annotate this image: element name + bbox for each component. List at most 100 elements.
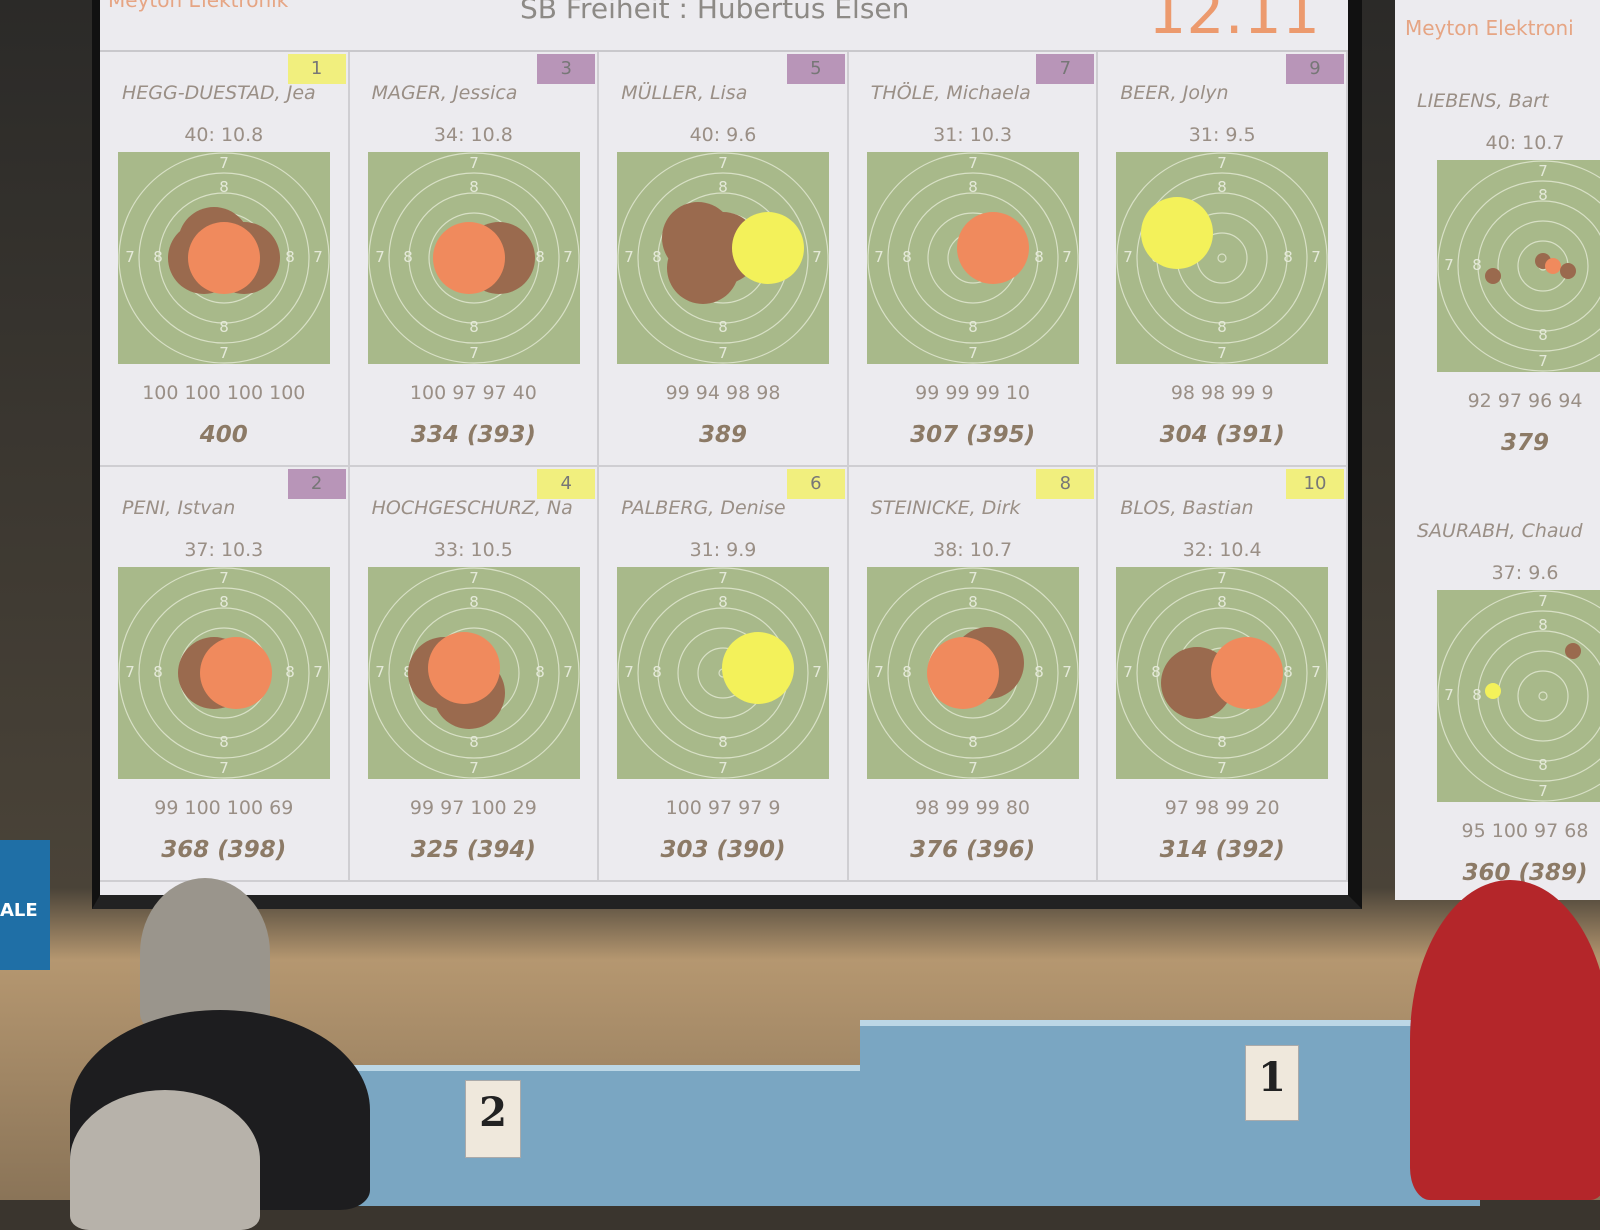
ring-label: 7 [968, 344, 978, 362]
ring-label: 8 [403, 248, 413, 266]
last-shot: 32: 10.4 [1182, 539, 1262, 561]
target-ring [617, 567, 829, 779]
clock: 12.11 [1148, 0, 1320, 48]
ring-label: 7 [1218, 154, 1228, 172]
ring-label: 7 [1062, 248, 1072, 266]
target-ring [1116, 567, 1328, 779]
ring-label: 7 [125, 663, 135, 681]
ring-label: 8 [1218, 733, 1228, 751]
shot-mark [1485, 268, 1501, 284]
lane-badge: 5 [786, 54, 845, 84]
series-scores: 98 99 99 80 [915, 797, 1030, 819]
target-ring [637, 172, 809, 344]
shooter-name: BEER, Jolyn [1120, 82, 1229, 104]
shooter-name: HEGG-DUESTAD, Jea [122, 82, 316, 104]
ring-label: 7 [313, 663, 323, 681]
total-score: 334 (393) [410, 422, 536, 448]
ring-label: 7 [313, 248, 323, 266]
ring-label: 8 [902, 663, 912, 681]
ring-label: 7 [219, 344, 229, 362]
shot-mark [1545, 258, 1561, 274]
target-ring [1538, 691, 1548, 701]
total-score: 325 (394) [410, 837, 536, 863]
ring-label: 7 [1538, 782, 1548, 800]
shot-mark [926, 637, 999, 709]
last-shot: 33: 10.5 [433, 539, 513, 561]
ring-label: 8 [968, 733, 978, 751]
ring-label: 8 [535, 663, 545, 681]
shooter-name: SAURABH, Chaud [1417, 520, 1583, 542]
ring-label: 8 [1472, 686, 1482, 704]
spectator-head [140, 878, 270, 1028]
ring-label: 7 [563, 248, 573, 266]
ring-label: 8 [902, 248, 912, 266]
target-ring [138, 587, 310, 759]
ring-label: 7 [125, 248, 135, 266]
last-shot: 31: 9.9 [689, 539, 757, 561]
ring-label: 7 [968, 154, 978, 172]
ring-label: 7 [469, 154, 479, 172]
last-shot: 31: 10.3 [933, 124, 1013, 146]
podium-second [300, 1065, 860, 1206]
last-shot: 37: 10.3 [184, 539, 264, 561]
target-ring [1217, 253, 1227, 263]
target-ring [887, 587, 1059, 759]
shot-mark [1560, 263, 1576, 279]
lane-badge: 2 [287, 469, 346, 499]
ring-label: 7 [219, 154, 229, 172]
total-score: 379 [1500, 430, 1549, 456]
ring-label: 8 [718, 593, 728, 611]
ring-label: 7 [1538, 592, 1548, 610]
ring-label: 8 [1218, 593, 1228, 611]
series-scores: 97 98 99 20 [1164, 797, 1280, 819]
total-score: 376 (396) [910, 837, 1036, 863]
series-scores: 92 97 96 94 [1467, 390, 1583, 412]
ring-label: 7 [1218, 569, 1228, 587]
target-ring [617, 152, 829, 364]
ring-label: 7 [219, 759, 229, 777]
target-ring [158, 607, 290, 739]
ring-label: 8 [469, 733, 479, 751]
ring-label: 7 [563, 663, 573, 681]
shot-mark [427, 632, 500, 704]
last-shot: 40: 10.7 [1485, 132, 1565, 154]
series-scores: 99 94 98 98 [665, 382, 781, 404]
ring-label: 8 [652, 248, 662, 266]
target-ring [887, 172, 1059, 344]
ring-label: 8 [968, 593, 978, 611]
target-ring [637, 587, 809, 759]
ring-label: 8 [285, 663, 295, 681]
ring-label: 8 [219, 318, 229, 336]
target-ring [1156, 607, 1288, 739]
ring-label: 7 [375, 663, 385, 681]
total-score: 314 (392) [1159, 837, 1285, 863]
lane-badge: 7 [1036, 54, 1095, 84]
ring-label: 8 [968, 318, 978, 336]
ring-label: 8 [219, 733, 229, 751]
shot-mark [200, 637, 272, 709]
ring-label: 7 [718, 569, 728, 587]
ring-label: 7 [624, 663, 634, 681]
podium-first [860, 1020, 1480, 1206]
